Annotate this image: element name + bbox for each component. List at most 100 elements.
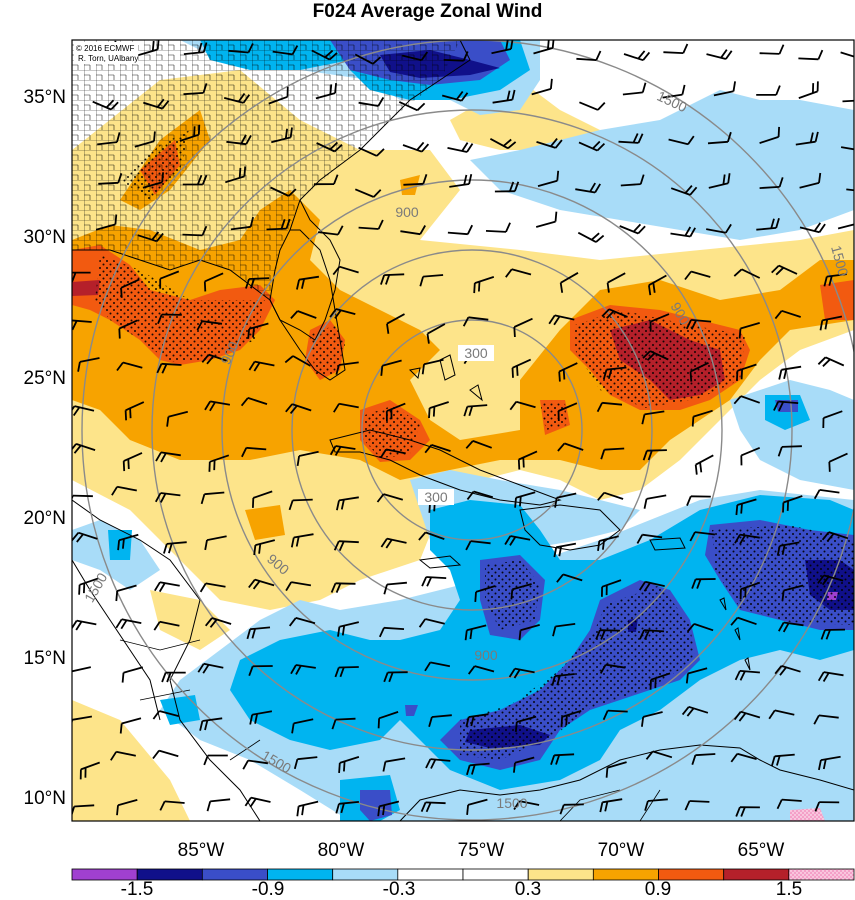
wind-barb-flag xyxy=(382,761,387,772)
wind-barb-flag xyxy=(689,531,696,542)
wind-barb-flag xyxy=(685,319,692,330)
wind-barb-flag xyxy=(418,531,427,541)
wind-barb-flag xyxy=(817,49,824,60)
ring-1500 xyxy=(81,40,854,821)
wind-barb-shaft xyxy=(642,711,663,718)
bahamas-coast xyxy=(408,354,483,402)
wind-barb-flag xyxy=(420,802,427,812)
ring-label-300b: 300 xyxy=(424,489,448,505)
florida-coast xyxy=(269,229,346,381)
wind-barb-flag xyxy=(509,536,517,546)
wind-barb-shaft xyxy=(179,133,200,142)
wind-barb-flag xyxy=(559,804,565,815)
wind-barb-flag xyxy=(419,225,426,235)
wind-barb-flag xyxy=(514,497,517,508)
wind-barb-flag xyxy=(118,328,121,339)
wind-barb-shaft xyxy=(210,798,231,803)
wind-barb-flag xyxy=(814,801,821,812)
wind-barb-shaft xyxy=(759,186,780,189)
wind-barb-shaft xyxy=(447,231,468,236)
wind-barb-shaft xyxy=(293,533,314,539)
wind-barb-flag xyxy=(258,543,262,554)
wind-barb-flag xyxy=(599,664,607,674)
lat-label-30: 30°N xyxy=(24,227,66,248)
wind-barb-flag xyxy=(632,133,639,143)
wind-barb-flag xyxy=(778,369,783,380)
wind-barb-flag xyxy=(822,358,831,367)
wind-barb-flag xyxy=(339,667,345,678)
wind-barb-flag xyxy=(597,492,605,501)
wind-barb-flag xyxy=(771,756,776,767)
wind-barb-shaft xyxy=(468,713,489,718)
wind-barb-shaft xyxy=(642,533,663,539)
wind-barb-shaft xyxy=(818,714,839,719)
wind-barb-shaft xyxy=(533,47,553,55)
wind-barb-shaft xyxy=(116,750,136,757)
county-lines xyxy=(72,40,460,300)
wind-barb-flag xyxy=(551,40,555,49)
wind-barb-flag xyxy=(722,174,726,185)
wind-barb-shaft xyxy=(469,762,490,767)
wind-barb-shaft xyxy=(143,101,163,110)
wind-barb-flag xyxy=(558,371,561,382)
wind-barb-flag xyxy=(511,89,516,100)
wind-barb-flag xyxy=(821,531,830,541)
distance-rings xyxy=(81,40,854,821)
wind-barb-flag xyxy=(455,90,464,101)
wind-barb-shaft xyxy=(158,749,179,758)
map-title: F024 Average Zonal Wind xyxy=(312,1,543,22)
wind-barb-shaft xyxy=(383,493,404,501)
wind-barb-flag xyxy=(288,617,297,627)
wind-barb-shaft xyxy=(648,274,667,286)
wind-barb-shaft xyxy=(649,350,669,361)
wind-barb-flag xyxy=(553,315,561,326)
wind-barb-shaft xyxy=(694,531,716,536)
wind-barb-flag xyxy=(204,617,213,627)
wind-barb-shaft xyxy=(431,714,452,718)
wind-barb-shaft xyxy=(292,355,311,367)
wind-barb-shaft xyxy=(740,446,761,457)
wind-barb-flag xyxy=(329,141,339,151)
wind-barb-flag xyxy=(690,319,697,330)
wind-barb-shaft xyxy=(688,705,709,714)
wind-barb-flag xyxy=(641,414,646,425)
wind-barb-flag xyxy=(72,320,73,323)
wind-barb-shaft xyxy=(249,277,270,280)
wind-barb-flag xyxy=(605,767,609,778)
wind-barb-shaft xyxy=(650,672,671,681)
wind-barb-shaft xyxy=(562,573,583,582)
wind-barb-flag xyxy=(819,320,824,331)
wind-barb-shaft xyxy=(159,620,180,627)
wind-barb-flag xyxy=(503,138,512,147)
wind-barb-shaft xyxy=(182,233,203,237)
wind-barb-flag xyxy=(428,716,433,727)
wind-barbs xyxy=(72,40,854,817)
wind-barb-flag xyxy=(291,45,299,55)
wind-barb-flag xyxy=(738,712,747,722)
wind-barb-flag xyxy=(818,223,826,233)
wind-barb-flag xyxy=(337,225,344,236)
wind-barb-shaft xyxy=(783,584,804,592)
wind-barb-flag xyxy=(466,765,471,776)
wind-barb-flag xyxy=(201,354,210,363)
wind-barb-flag xyxy=(249,216,254,228)
wind-barb-flag xyxy=(119,723,123,734)
wind-barb-flag xyxy=(699,462,703,473)
wind-barb-flag xyxy=(341,625,346,636)
wind-barb-flag xyxy=(285,581,292,592)
wind-barb-shaft xyxy=(467,404,488,408)
wind-barb-flag xyxy=(110,101,119,111)
ring-label-900-bottom: 900 xyxy=(474,647,498,663)
wind-barb-flag xyxy=(72,806,76,817)
wind-barb-shaft xyxy=(291,403,312,412)
wind-barb-shaft xyxy=(386,402,406,412)
wind-barb-flag xyxy=(828,275,833,286)
wind-barb-flag xyxy=(638,581,646,591)
wind-barb-flag xyxy=(334,667,340,678)
wind-barb-shaft xyxy=(292,498,313,502)
wind-barb-flag xyxy=(641,82,647,93)
wind-barb-shaft xyxy=(230,225,251,231)
wind-barb-shaft xyxy=(160,492,181,497)
wind-barb-shaft xyxy=(385,448,406,455)
wind-barb-flag xyxy=(595,629,601,640)
